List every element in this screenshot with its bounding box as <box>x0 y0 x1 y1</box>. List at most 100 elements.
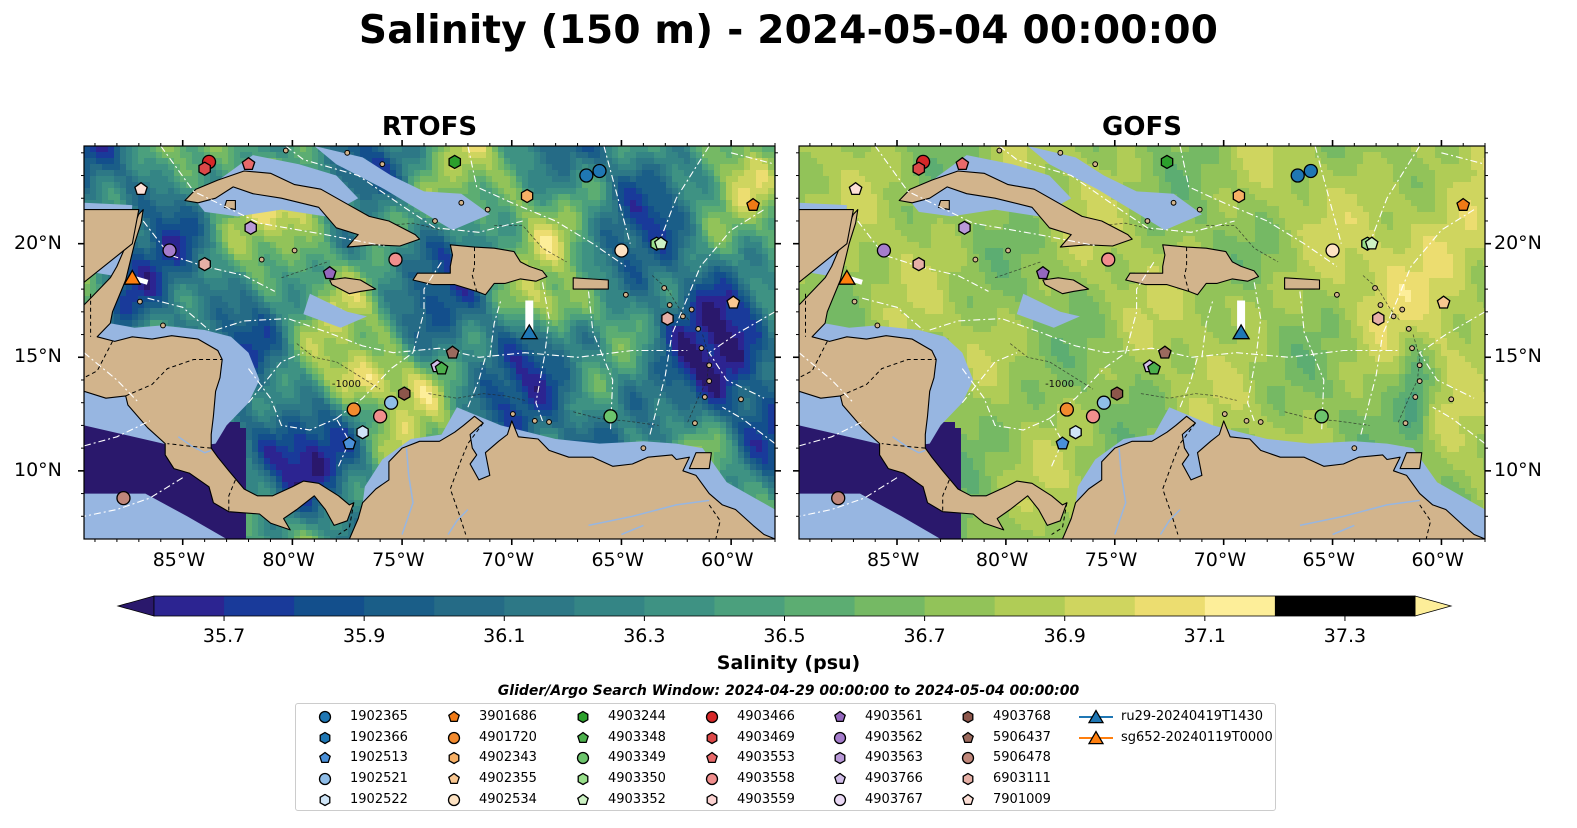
legend-marker[interactable] <box>448 710 460 723</box>
legend-marker[interactable] <box>705 772 719 786</box>
float-marker[interactable] <box>1364 236 1379 250</box>
country-border <box>1419 504 1432 539</box>
float-marker[interactable] <box>726 295 741 309</box>
legend-label: 5906437 <box>993 729 1051 745</box>
float-marker[interactable] <box>346 402 361 417</box>
float-marker[interactable] <box>661 311 674 326</box>
legend-marker[interactable] <box>1087 729 1105 744</box>
legend-marker[interactable] <box>706 793 718 807</box>
eez-boundary <box>1125 261 1155 353</box>
float-marker[interactable] <box>322 265 337 280</box>
float-marker[interactable] <box>1290 168 1305 183</box>
float-marker[interactable] <box>116 490 131 506</box>
float-marker[interactable] <box>342 436 357 450</box>
float-marker[interactable] <box>445 345 460 359</box>
legend-marker[interactable] <box>448 772 460 785</box>
float-marker[interactable] <box>1456 197 1471 211</box>
legend-marker[interactable] <box>961 752 975 765</box>
float-marker[interactable] <box>1372 311 1385 326</box>
float-marker[interactable] <box>603 409 618 424</box>
float-marker[interactable] <box>614 243 629 258</box>
float-marker[interactable] <box>958 220 971 236</box>
float-marker[interactable] <box>162 243 177 258</box>
legend-marker[interactable] <box>319 752 331 764</box>
legend-marker[interactable] <box>576 752 590 765</box>
float-marker[interactable] <box>198 256 211 272</box>
legend-marker[interactable] <box>962 710 974 724</box>
float-marker[interactable] <box>134 181 148 196</box>
glider-marker[interactable] <box>837 269 857 285</box>
float-marker[interactable] <box>1110 386 1124 401</box>
float-marker[interactable] <box>388 252 403 267</box>
float-marker[interactable] <box>434 361 449 375</box>
legend-marker[interactable] <box>448 752 460 765</box>
glider-marker[interactable] <box>1231 323 1251 340</box>
float-marker[interactable] <box>244 220 257 236</box>
float-marker[interactable] <box>592 163 607 179</box>
land-centralAmerica <box>799 209 1068 539</box>
legend-marker[interactable] <box>577 793 589 805</box>
float-marker[interactable] <box>653 236 668 250</box>
float-marker[interactable] <box>1436 295 1451 309</box>
float-marker[interactable] <box>1147 361 1161 375</box>
float-marker[interactable] <box>1160 154 1174 170</box>
colorbar-segment <box>1274 596 1346 616</box>
glider-marker[interactable] <box>123 269 142 285</box>
float-marker[interactable] <box>198 161 211 176</box>
float-marker[interactable] <box>1059 402 1075 417</box>
float-marker[interactable] <box>1069 424 1082 440</box>
float-marker[interactable] <box>372 409 388 424</box>
legend-marker[interactable] <box>834 710 846 723</box>
float-marker[interactable] <box>397 386 411 401</box>
legend-marker[interactable] <box>962 772 974 786</box>
float-marker[interactable] <box>848 181 863 196</box>
float-marker[interactable] <box>1325 243 1340 258</box>
legend-marker[interactable] <box>706 731 718 744</box>
float-marker[interactable] <box>1055 436 1070 450</box>
legend-marker[interactable] <box>833 731 847 744</box>
legend-marker[interactable] <box>705 710 719 724</box>
legend-marker[interactable] <box>447 731 461 744</box>
legend-marker[interactable] <box>577 772 589 786</box>
legend-marker[interactable] <box>962 793 974 805</box>
float-marker[interactable] <box>1096 395 1112 410</box>
legend-marker[interactable] <box>962 731 974 743</box>
float-marker[interactable] <box>746 197 760 211</box>
legend-label: 4903562 <box>865 729 923 745</box>
float-marker[interactable] <box>876 243 892 258</box>
salinity-map-rtofs[interactable]: -1000 <box>78 140 781 545</box>
legend-marker[interactable] <box>318 710 332 724</box>
float-marker[interactable] <box>448 154 462 170</box>
float-marker[interactable] <box>579 168 594 183</box>
float-marker[interactable] <box>241 156 256 171</box>
float-marker[interactable] <box>383 395 399 410</box>
float-marker[interactable] <box>912 256 926 272</box>
legend-marker[interactable] <box>1087 709 1105 724</box>
map-panel-gofs[interactable]: -1000 <box>793 140 1491 545</box>
float-marker[interactable] <box>1314 409 1329 424</box>
float-marker[interactable] <box>912 161 926 176</box>
legend-marker[interactable] <box>319 731 331 744</box>
salinity-map-gofs[interactable]: -1000 <box>793 140 1491 545</box>
float-marker[interactable] <box>831 490 846 506</box>
legend-marker[interactable] <box>319 793 331 807</box>
float-marker[interactable] <box>356 424 369 440</box>
float-marker[interactable] <box>1157 345 1172 359</box>
float-marker[interactable] <box>955 156 970 171</box>
glider-marker[interactable] <box>520 323 539 340</box>
float-marker[interactable] <box>520 188 534 204</box>
map-panel-rtofs[interactable]: -1000 <box>78 140 781 545</box>
legend-marker[interactable] <box>833 793 847 806</box>
legend-marker[interactable] <box>318 772 332 786</box>
legend-marker[interactable] <box>577 731 589 743</box>
legend-marker[interactable] <box>834 772 846 785</box>
legend-marker[interactable] <box>447 793 461 806</box>
float-marker[interactable] <box>1303 163 1318 179</box>
float-marker[interactable] <box>1035 265 1050 280</box>
float-marker[interactable] <box>1232 188 1246 204</box>
float-marker[interactable] <box>1085 409 1101 424</box>
legend-marker[interactable] <box>706 752 718 764</box>
float-marker[interactable] <box>1101 252 1116 267</box>
legend-marker[interactable] <box>577 710 589 724</box>
legend-marker[interactable] <box>834 752 846 765</box>
